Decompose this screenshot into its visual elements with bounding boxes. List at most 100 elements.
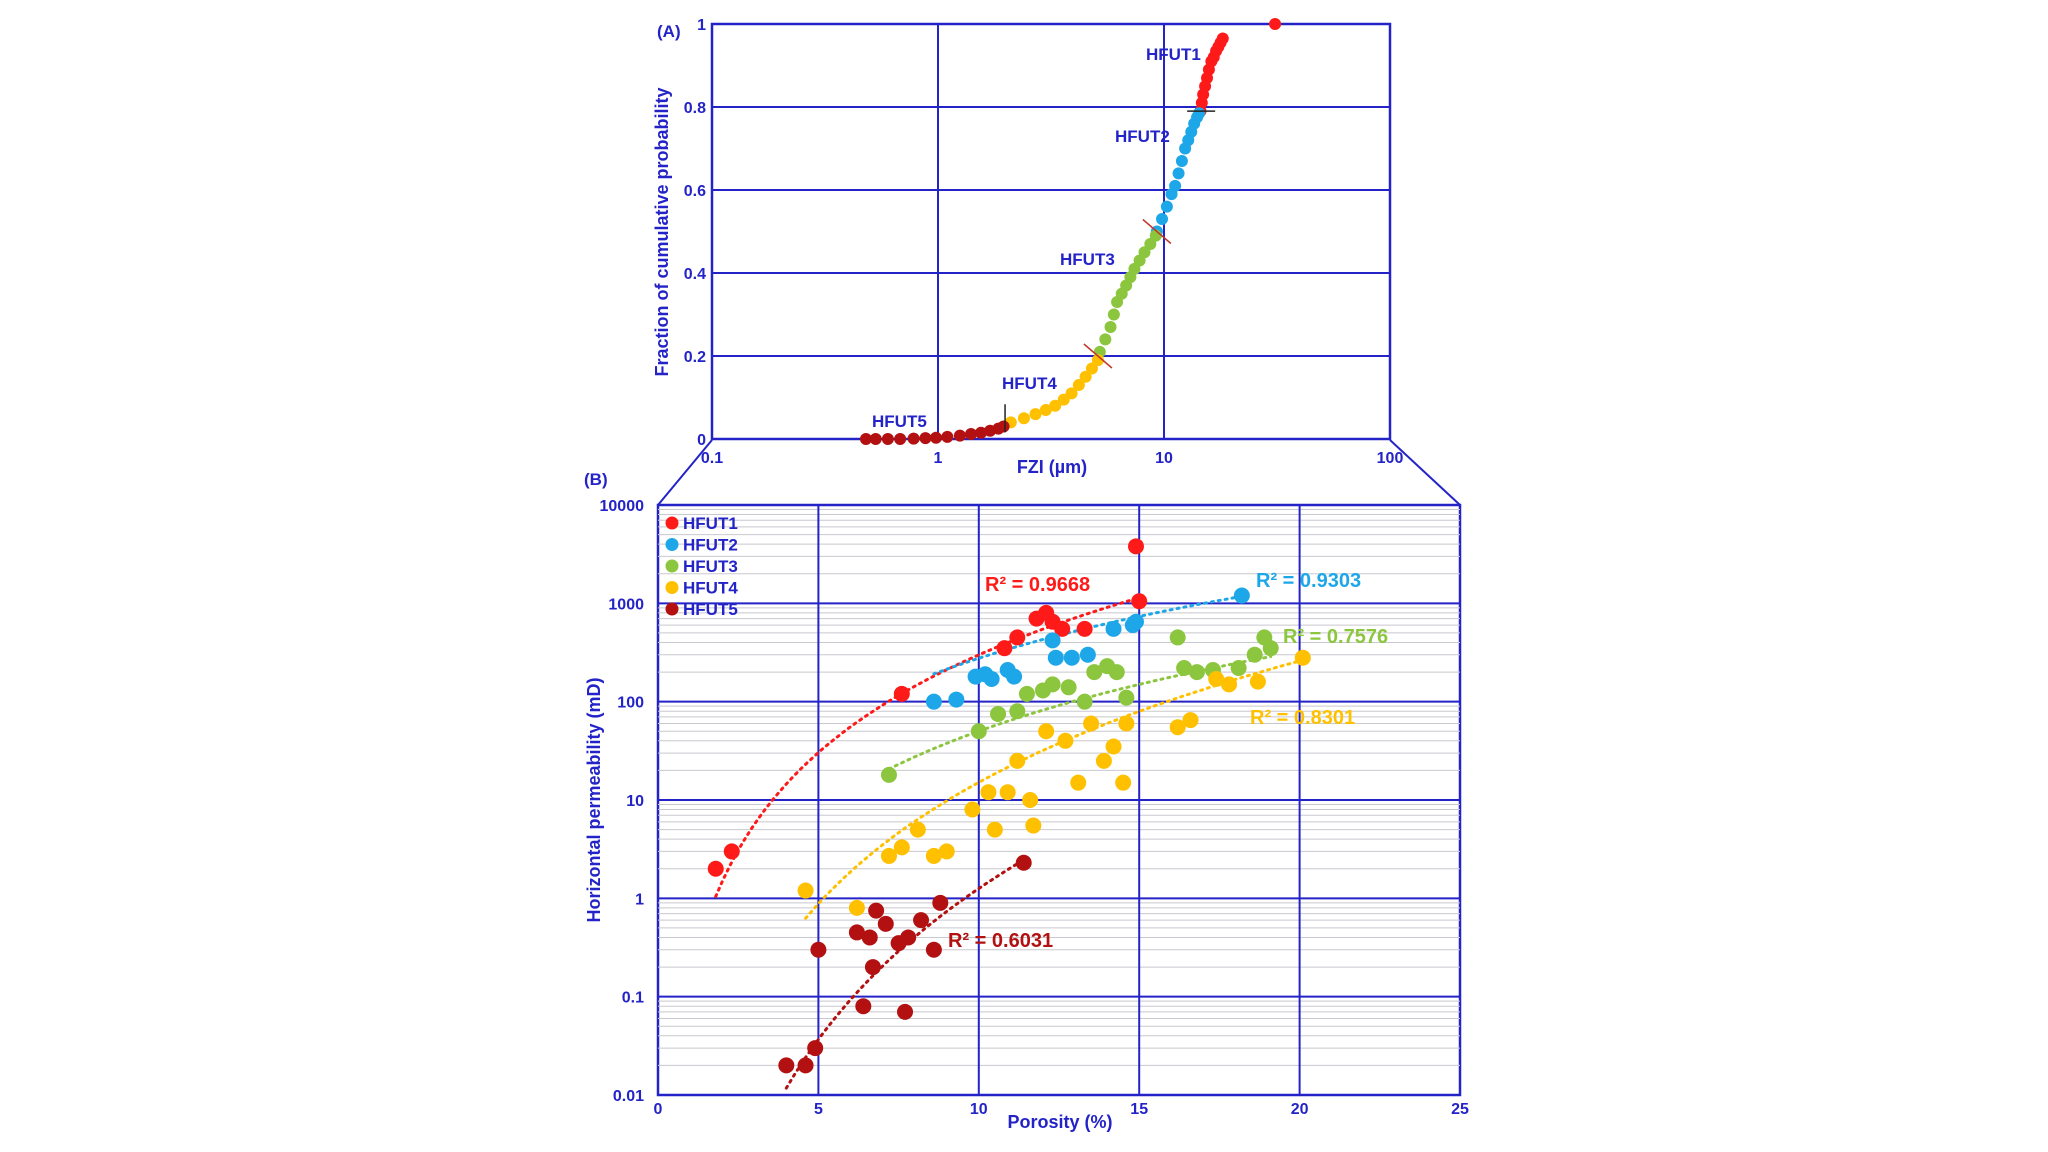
panel-b-point-hfut3: [1018, 685, 1035, 702]
panel-a-y-tick-label: 0: [697, 432, 706, 449]
panel-b-point-hfut4: [1221, 676, 1238, 693]
panel-b-legend-marker-hfut1: [665, 516, 679, 530]
panel-b-point-hfut3: [1009, 703, 1026, 720]
panel-b-point-hfut5: [778, 1057, 795, 1074]
panel-b-point-hfut3: [1246, 646, 1263, 663]
panel-b-point-hfut4: [980, 784, 997, 801]
panel-a-point-hfut4: [1072, 379, 1085, 392]
panel-b-point-hfut5: [897, 1003, 914, 1020]
panel-b-legend-label-hfut2: HFUT2: [683, 536, 738, 555]
panel-b-point-hfut2: [1105, 620, 1122, 637]
panel-b-point-hfut4: [1057, 732, 1074, 749]
panel-b-point-hfut4: [1038, 723, 1055, 740]
panel-b-legend-marker-hfut3: [665, 559, 679, 573]
panel-b-x-tick-label: 25: [1451, 1101, 1469, 1118]
panel-b-legend: HFUT1 HFUT2 HFUT3 HFUT4 HFUT5: [665, 514, 738, 619]
panel-a-divider-mark: [1142, 218, 1172, 245]
panel-b-r-squared-hfut5: R² = 0.6031: [948, 930, 1053, 952]
panel-a-point-hfut5: [930, 431, 943, 444]
panel-b-y-tick-label: 1000: [608, 596, 644, 613]
panel-a-x-tick-label: 0.1: [701, 450, 723, 467]
panel-b-point-hfut5: [868, 902, 885, 919]
panel-b-point-hfut3: [1060, 679, 1077, 696]
panel-b-r-squared-hfut3: R² = 0.7576: [1283, 626, 1388, 648]
panel-a-x-tick-label: 1: [934, 450, 943, 467]
panel-b-point-hfut5: [807, 1040, 824, 1057]
panel-a-x-tick-label: 100: [1377, 450, 1404, 467]
panel-b-r-squared-hfut1: R² = 0.9668: [985, 574, 1090, 596]
panel-b-point-hfut5: [877, 915, 894, 932]
panel-a-y-tick-label: 0.2: [684, 349, 706, 366]
panel-b-point-hfut2: [925, 693, 942, 710]
panel-a-point-hfut4: [1079, 370, 1092, 383]
panel-b-point-hfut3: [990, 705, 1007, 722]
panel-b-tick-labels: 0 5 10 15 20 25 0.01 0.1 1 10 100 1000 10000: [600, 498, 1470, 1118]
panel-b-point-hfut4: [1009, 752, 1026, 769]
panel-a-point-hfut5: [965, 428, 978, 441]
panel-a-point-hfut5: [919, 432, 932, 445]
panel-b-r-squared-hfut2: R² = 0.9303: [1256, 570, 1361, 592]
panel-b-point-hfut1: [893, 685, 910, 702]
panel-b-x-tick-label: 0: [654, 1101, 663, 1118]
panel-b-point-hfut3: [1176, 659, 1193, 676]
panel-b-legend-marker-hfut5: [665, 602, 679, 616]
panel-b-point-hfut5: [797, 1057, 814, 1074]
zoom-connector-right: [1389, 439, 1461, 506]
panel-b-point-hfut4: [893, 839, 910, 856]
panel-b-x-tick-label: 10: [970, 1101, 988, 1118]
panel-b-point-hfut3: [970, 723, 987, 740]
panel-b-point-hfut4: [1083, 715, 1100, 732]
panel-b-point-hfut1: [996, 640, 1013, 657]
panel-b-point-hfut4: [880, 847, 897, 864]
panel-b-point-hfut4: [1022, 792, 1039, 808]
panel-b-point-hfut4: [1294, 649, 1311, 666]
panel-b-point-hfut3: [880, 766, 897, 783]
panel-a-point-hfut3: [1099, 333, 1112, 346]
zoom-connector-left: [657, 439, 713, 506]
panel-b-point-hfut4: [1118, 715, 1135, 732]
panel-b-point-hfut5: [848, 924, 865, 941]
panel-b-y-tick-label: 100: [617, 695, 644, 712]
panel-a-point-hfut2: [1175, 154, 1188, 167]
panel-a-point-hfut4: [1049, 399, 1062, 412]
panel-b-point-hfut2: [1044, 632, 1061, 649]
panel-b-point-hfut5: [900, 929, 917, 946]
panel-b-point-hfut3: [1262, 640, 1279, 657]
panel-a-label: (A): [657, 22, 681, 41]
panel-b-point-hfut4: [1169, 719, 1186, 736]
panel-b-point-hfut4: [1249, 673, 1266, 690]
panel-a-point-hfut1: [1269, 18, 1282, 30]
panel-b-y-axis-title: Horizontal permeability (mD): [584, 677, 604, 922]
panel-b-y-tick-label: 0.01: [613, 1088, 644, 1105]
panel-b-point-hfut1: [723, 843, 740, 860]
panel-a-point-hfut5: [941, 430, 954, 443]
panel-b-r-squared-hfut4: R² = 0.8301: [1250, 707, 1355, 729]
panel-a-group-label-hfut3: HFUT3: [1060, 250, 1115, 269]
panel-b-point-hfut1: [1131, 593, 1148, 610]
panel-a-point-hfut5: [997, 420, 1010, 433]
panel-b-point-hfut3: [1044, 676, 1061, 693]
panel-a-point-hfut5: [953, 429, 966, 442]
panel-b-point-hfut4: [1115, 774, 1132, 791]
panel-a-point-hfut5: [907, 432, 920, 445]
panel-b-point-hfut4: [1208, 671, 1225, 688]
panel-a-point-hfut2: [1193, 107, 1206, 120]
panel-a-grid: [712, 24, 1390, 439]
panel-b-point-hfut3: [1169, 629, 1186, 646]
panel-a-point-hfut4: [1039, 403, 1052, 416]
panel-a-group-labels: HFUT1 HFUT2 HFUT3 HFUT4 HFUT5: [872, 45, 1201, 431]
panel-b-legend-marker-hfut4: [665, 581, 679, 594]
panel-b-point-hfut5: [932, 894, 949, 911]
panel-b-point-hfut2: [1127, 613, 1144, 630]
panel-b-point-hfut1: [1009, 629, 1026, 646]
panel-b-data-points: [707, 538, 1311, 1074]
panel-b-point-hfut4: [848, 899, 865, 916]
panel-a-group-label-hfut5: HFUT5: [872, 412, 927, 431]
panel-b-point-hfut3: [1086, 664, 1103, 681]
panel-a-point-hfut5: [869, 433, 882, 445]
panel-a-x-axis-title: FZI (µm): [1017, 457, 1087, 477]
panel-b-point-hfut3: [1230, 659, 1247, 676]
panel-b-point-hfut4: [986, 821, 1003, 838]
panel-b-point-hfut4: [909, 821, 926, 838]
panel-a-point-hfut4: [1017, 412, 1030, 425]
